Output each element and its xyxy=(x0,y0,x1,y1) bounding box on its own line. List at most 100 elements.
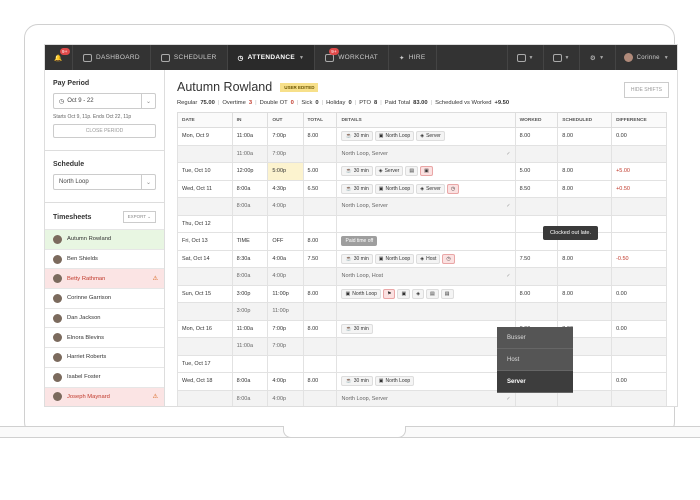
table-row[interactable]: Tue, Oct 10 12:00p 5:00p 5.00 ☕ 30 min ◈ Server… xyxy=(177,162,667,181)
table-cell[interactable]: 4:00p xyxy=(267,389,304,406)
table-cell[interactable]: 5:00p xyxy=(267,162,304,181)
nav-scheduler[interactable]: Scheduler xyxy=(151,45,228,70)
nav-dashboard[interactable]: Dashboard xyxy=(73,45,151,70)
table-cell[interactable]: 11:00a xyxy=(231,127,269,146)
flag-icon[interactable]: ⚑ xyxy=(382,288,396,299)
table-row[interactable]: Tue, Oct 17 xyxy=(177,354,667,373)
table-cell[interactable]: 4:30p xyxy=(267,179,304,198)
inbox-menu[interactable]: ▼ xyxy=(506,45,543,70)
table-cell[interactable]: 4:00p xyxy=(267,197,304,216)
pay-period-select[interactable]: ◷ Oct 9 - 22 ⌄ xyxy=(53,93,156,109)
timesheet-person[interactable]: Dan Jackson xyxy=(45,307,164,328)
table-cell[interactable]: 3:00p xyxy=(231,302,269,321)
close-period-button[interactable]: Close Period xyxy=(53,124,156,138)
table-cell[interactable]: 8:30a xyxy=(231,249,269,268)
table-row[interactable]: 3:00p 11:00p xyxy=(177,302,667,321)
table-cell[interactable]: 11:00a xyxy=(231,337,269,356)
table-cell[interactable]: 7:00p xyxy=(267,127,304,146)
table-row[interactable]: 8:00a 4:00p North Loop, Server ✓ xyxy=(177,197,667,216)
table-cell[interactable]: 7:00p xyxy=(267,337,304,356)
break-chip[interactable]: ☕ 30 min xyxy=(341,183,373,194)
table-cell[interactable] xyxy=(231,214,269,233)
location-chip[interactable]: ▣ North Loop xyxy=(374,183,415,194)
table-row[interactable]: 8:00a 4:00p North Loop, Host ✓ xyxy=(177,267,667,286)
table-row[interactable]: Sun, Oct 15 3:00p 11:00p 8.00 ▣ North Loop ⚑ ▣ ◈… xyxy=(177,284,667,303)
user-menu[interactable]: Corinne ▼ xyxy=(614,45,677,70)
clock-alert-icon[interactable]: ◷ xyxy=(442,253,455,264)
table-row[interactable]: Wed, Oct 18 8:00a 4:00p 8.00 ☕ 30 min ▣ North L… xyxy=(177,372,667,391)
menu-item-busser[interactable]: Busser xyxy=(497,327,573,349)
table-cell[interactable]: 4:00p xyxy=(267,372,304,391)
role-chip[interactable]: ◈ Host xyxy=(416,253,441,264)
timesheet-person[interactable]: Isabel Foster xyxy=(45,366,164,387)
table-cell[interactable]: 11:00p xyxy=(267,302,304,321)
location-chip[interactable]: ▣ North Loop xyxy=(374,376,415,387)
timesheet-person[interactable]: Ben Shields xyxy=(45,248,164,269)
table-row[interactable]: Mon, Oct 9 11:00a 7:00p 8.00 ☕ 30 min ▣ North L… xyxy=(177,127,667,146)
table-cell[interactable]: 7:00p xyxy=(267,144,304,163)
table-row[interactable]: Wed, Oct 11 8:00a 4:30p 6.50 ☕ 30 min ▣ North L… xyxy=(177,179,667,198)
break-chip[interactable]: ☕ 30 min xyxy=(341,323,373,334)
schedule-select[interactable]: North Loop ⌄ xyxy=(53,174,156,190)
table-cell[interactable]: 8:00a xyxy=(231,372,269,391)
timesheet-person[interactable]: Harriet Roberts xyxy=(45,347,164,367)
timesheet-person[interactable]: Autumn Rowland xyxy=(45,229,164,249)
notifications-button[interactable]: 🔔 9+ xyxy=(45,45,73,70)
export-button[interactable]: Export ⌄ xyxy=(122,211,156,223)
role-chip[interactable]: ◈ Server xyxy=(374,166,404,177)
role-chip[interactable]: ◈ Server xyxy=(416,131,445,142)
tag-icon[interactable]: ◈ xyxy=(412,288,425,299)
table-cell[interactable] xyxy=(231,354,269,373)
table-cell[interactable]: 4:00a xyxy=(267,249,304,268)
table-cell: Wed, Oct 11 xyxy=(177,179,233,198)
table-cell[interactable]: 8:00a xyxy=(231,179,269,198)
break-chip[interactable]: ☕ 30 min xyxy=(341,166,373,177)
table-cell[interactable]: 11:00a xyxy=(231,144,269,163)
timesheet-person[interactable]: Corinne Garrison xyxy=(45,288,164,308)
pto-chip[interactable]: Paid time off xyxy=(341,236,378,247)
table-cell[interactable] xyxy=(267,214,304,233)
location-chip[interactable]: ▣ North Loop xyxy=(374,131,415,142)
timesheet-person[interactable]: Joseph Maynard ⚠ xyxy=(45,386,164,406)
menu-item-server[interactable]: Server xyxy=(497,371,573,393)
note-icon[interactable]: ▤ xyxy=(440,288,454,299)
settings-menu[interactable]: ⚙ ▼ xyxy=(578,45,615,70)
break-chip[interactable]: ☕ 30 min xyxy=(341,253,373,264)
role-chip[interactable]: ◈ Server xyxy=(416,183,445,194)
alert-icon[interactable]: ▣ xyxy=(420,166,433,177)
menu-item-host[interactable]: Host xyxy=(497,349,573,371)
location-chip[interactable]: ▣ North Loop xyxy=(341,288,381,299)
table-row[interactable]: 11:00a 7:00p xyxy=(177,337,667,356)
table-row[interactable]: Sat, Oct 14 8:30a 4:00a 7.50 ☕ 30 min ▣ North L… xyxy=(177,249,667,268)
clipboard-icon[interactable]: ▤ xyxy=(426,288,439,299)
table-cell[interactable] xyxy=(267,354,304,373)
table-cell[interactable]: 7:00p xyxy=(267,319,304,338)
table-cell[interactable]: 3:00p xyxy=(231,284,269,303)
table-cell[interactable]: 4:00p xyxy=(267,267,304,286)
timesheet-person[interactable]: Betty Rathman ⚠ xyxy=(45,268,164,289)
location-chip[interactable]: ▣ North Loop xyxy=(374,253,415,264)
store-icon[interactable]: ▣ xyxy=(397,288,411,299)
table-row[interactable]: 8:00a 4:00p North Loop, Server ✓ xyxy=(177,389,667,406)
table-cell[interactable]: OFF xyxy=(267,232,304,251)
nav-attendance[interactable]: ◷ Attendance ▼ xyxy=(227,45,316,70)
table-cell[interactable]: 11:00a xyxy=(231,319,269,338)
table-cell[interactable]: 8:00a xyxy=(231,197,269,216)
table-cell[interactable]: TIME xyxy=(231,232,269,251)
clock-alert-icon[interactable]: ◷ xyxy=(446,183,460,194)
break-chip[interactable]: ☕ 30 min xyxy=(341,376,373,387)
table-cell[interactable]: 12:00p xyxy=(231,162,269,181)
table-cell[interactable]: 8:00a xyxy=(231,267,269,286)
nav-workchat[interactable]: 9+ Workchat xyxy=(315,45,390,70)
table-cell[interactable]: 8:00a xyxy=(231,389,269,406)
store-menu[interactable]: ▼ xyxy=(542,45,579,70)
table-cell[interactable]: 11:00p xyxy=(267,284,304,303)
laptop-notch xyxy=(283,426,406,438)
timesheet-person[interactable]: Elnora Blevins xyxy=(45,327,164,347)
nav-hire[interactable]: ✦ Hire xyxy=(389,45,437,70)
table-row[interactable]: 11:00a 7:00p North Loop, Server ✓ xyxy=(177,144,667,163)
hide-shifts-button[interactable]: Hide Shifts xyxy=(623,82,669,98)
note-icon[interactable]: ▤ xyxy=(405,166,419,177)
break-chip[interactable]: ☕ 30 min xyxy=(341,131,373,142)
